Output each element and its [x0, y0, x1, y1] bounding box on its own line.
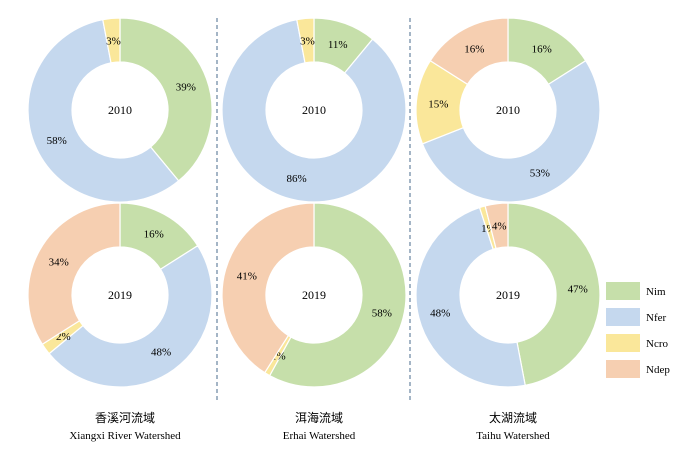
slice-nim	[119, 17, 213, 182]
slice-ndep	[484, 202, 509, 250]
slice-nfer	[421, 59, 601, 203]
slice-nfer	[415, 206, 526, 388]
watershed-name-en: Xiangxi River Watershed	[69, 430, 181, 442]
data-label-nim: 16%	[144, 229, 164, 241]
data-label-nim: 16%	[532, 44, 552, 56]
data-label-ndep: 41%	[237, 270, 257, 282]
data-label-ndep: 4%	[492, 221, 507, 233]
data-label-ncro: 3%	[300, 35, 315, 47]
data-label-nim: 58%	[372, 307, 392, 319]
data-label-nfer: 86%	[287, 173, 307, 185]
data-label-ndep: 16%	[464, 44, 484, 56]
data-label-nfer: 58%	[47, 135, 67, 147]
legend-label-nfer: Nfer	[646, 312, 666, 324]
watershed-name-en: Taihu Watershed	[476, 430, 550, 442]
watershed-name-cn: 香溪河流域	[95, 411, 155, 425]
center-year-label: 2010	[108, 103, 132, 117]
donut-2-0: 16% 53% 15% 16% 2010	[415, 17, 601, 203]
center-year-label: 2010	[496, 103, 520, 117]
slice-nim	[507, 202, 601, 387]
legend: Nim Nfer Ncro Ndep	[606, 282, 670, 378]
watershed-name-cn: 洱海流域	[295, 410, 343, 425]
data-label-nfer: 53%	[530, 167, 550, 179]
watershed-captions: 香溪河流域 Xiangxi River Watershed 洱海流域 Erhai Wa…	[69, 410, 550, 442]
legend-label-ncro: Ncro	[646, 338, 668, 350]
center-year-label: 2019	[496, 288, 520, 302]
center-year-label: 2019	[302, 288, 326, 302]
data-label-ncro: 15%	[428, 98, 448, 110]
slice-ndep	[221, 202, 315, 374]
slice-ndep	[429, 17, 509, 86]
donut-0-1: 16% 48% 2% 34% 2019	[27, 202, 213, 388]
donut-1-0: 11% 86% 3% 2010	[221, 17, 407, 203]
data-label-nim: 39%	[176, 81, 196, 93]
data-label-ncro: 3%	[106, 35, 121, 47]
legend-swatch-nfer	[606, 308, 640, 326]
slice-nfer	[48, 244, 213, 388]
slice-nim	[268, 202, 407, 388]
legend-label-nim: Nim	[646, 286, 666, 298]
slice-ncro	[296, 17, 315, 64]
data-label-ncro: 2%	[56, 331, 71, 343]
column-dividers	[216, 18, 411, 400]
data-label-nim: 47%	[568, 283, 588, 295]
watershed-name-en: Erhai Watershed	[283, 430, 356, 442]
legend-label-ndep: Ndep	[646, 364, 670, 376]
data-label-nfer: 48%	[151, 347, 171, 359]
data-label-nfer: 48%	[430, 307, 450, 319]
legend-swatch-ndep	[606, 360, 640, 378]
watershed-name-cn: 太湖流域	[489, 410, 537, 425]
data-label-ndep: 34%	[49, 256, 69, 268]
slice-nfer	[221, 18, 407, 203]
center-year-label: 2010	[302, 103, 326, 117]
donut-0-0: 39% 58% 3% 2010	[27, 17, 213, 203]
donut-2-1: 47%48%1%4%2019	[415, 202, 601, 388]
donut-1-1: 58%1%41%2019	[221, 202, 407, 388]
data-label-nim: 11%	[328, 39, 348, 51]
slice-nfer	[27, 18, 180, 203]
legend-swatch-nim	[606, 282, 640, 300]
legend-swatch-ncro	[606, 334, 640, 352]
slice-ncro	[102, 17, 121, 64]
donut-charts: 39% 58% 3% 2010 16% 48% 2% 34% 2019 11% 86% 3% 2010 5…	[27, 17, 601, 388]
center-year-label: 2019	[108, 288, 132, 302]
slice-ndep	[27, 202, 121, 346]
